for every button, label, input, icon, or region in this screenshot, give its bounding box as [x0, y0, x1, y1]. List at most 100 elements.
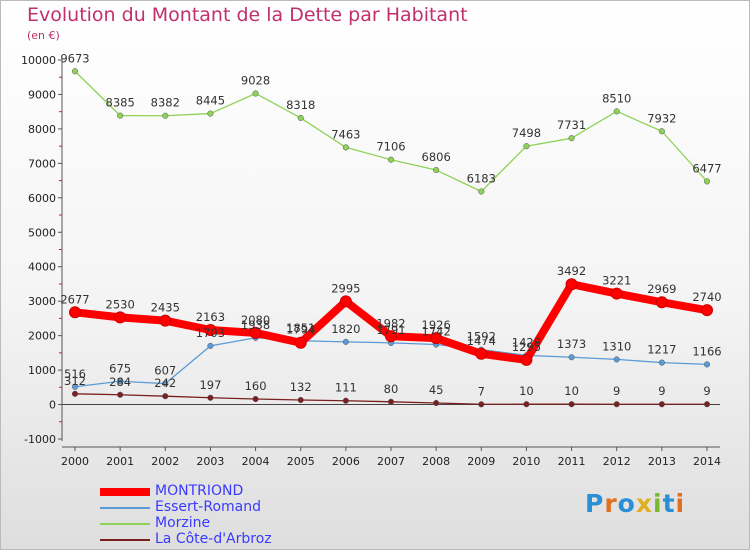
data-point: [565, 278, 578, 291]
data-label: 7: [478, 384, 485, 398]
data-label: 6477: [692, 161, 721, 175]
data-label: 2995: [331, 281, 360, 295]
data-point: [433, 166, 440, 174]
data-label: 8385: [106, 96, 135, 110]
data-label: 6806: [422, 150, 451, 164]
legend-swatch-montriond: [100, 488, 150, 496]
x-tick-label: 2007: [377, 455, 405, 468]
data-label: 1851: [286, 321, 315, 335]
data-point: [523, 401, 530, 408]
data-label: 160: [245, 379, 267, 393]
data-point: [162, 393, 169, 400]
data-point: [71, 390, 79, 397]
data-point: [117, 378, 124, 385]
data-label: 9673: [60, 51, 89, 65]
data-label: 312: [64, 374, 86, 388]
data-label: 1703: [196, 326, 225, 340]
legend-label-montriond: MONTRIOND: [155, 483, 244, 499]
y-tick-label: 6000: [28, 192, 56, 205]
data-label: 1428: [512, 335, 541, 349]
data-point: [117, 112, 124, 119]
proxiti-logo: Proxiti: [585, 489, 686, 518]
data-point: [703, 401, 711, 408]
data-label: 675: [109, 361, 131, 375]
data-label: 3492: [557, 264, 586, 278]
y-tick-label: 1000: [28, 364, 56, 377]
data-label: 2530: [106, 297, 135, 311]
data-point: [658, 401, 665, 408]
series-line-2: [74, 70, 708, 193]
y-tick-label: 4000: [28, 261, 56, 274]
data-point: [523, 143, 530, 150]
data-label: 7932: [647, 111, 676, 125]
data-label: 9: [703, 384, 710, 398]
x-tick-label: 2002: [151, 455, 179, 468]
data-label: 1474: [467, 334, 496, 348]
x-tick-label: 2003: [196, 455, 224, 468]
x-tick-label: 2008: [422, 455, 450, 468]
data-label: 1926: [422, 318, 451, 332]
data-point: [342, 338, 349, 345]
chart-title: Evolution du Montant de la Dette par Hab…: [27, 4, 468, 26]
data-point: [207, 342, 214, 349]
data-label: 1217: [647, 343, 676, 357]
data-label: 6183: [467, 172, 496, 186]
data-point: [385, 330, 397, 343]
x-tick-label: 2010: [512, 455, 540, 468]
data-point: [117, 391, 124, 398]
data-point: [252, 90, 259, 97]
data-label: 7106: [376, 140, 405, 154]
data-point: [475, 347, 488, 360]
data-point: [610, 287, 623, 300]
legend-label-morzine: Morzine: [155, 515, 211, 531]
y-tick-label: -1000: [24, 433, 56, 446]
x-tick-label: 2009: [467, 455, 495, 468]
x-tick-label: 2013: [648, 455, 676, 468]
data-point: [655, 296, 668, 309]
data-label: 2163: [196, 310, 225, 324]
data-label: 1295: [512, 340, 541, 354]
data-label: 9: [613, 384, 620, 398]
data-point: [703, 361, 711, 368]
data-point: [297, 396, 304, 404]
data-point: [703, 178, 711, 185]
data-label: 9: [658, 384, 665, 398]
data-label: 8318: [286, 98, 315, 112]
data-label: 1742: [422, 325, 451, 339]
data-label: 1794: [286, 323, 315, 337]
x-tick-label: 2005: [287, 455, 315, 468]
data-label: 1373: [557, 337, 586, 351]
data-label: 2080: [241, 313, 270, 327]
x-tick-label: 2004: [242, 455, 270, 468]
data-label: 1166: [692, 344, 721, 358]
data-point: [159, 314, 172, 327]
data-point: [387, 398, 395, 405]
data-label: 242: [154, 376, 176, 390]
data-label: 7463: [331, 127, 360, 141]
y-tick-label: 10000: [21, 54, 56, 67]
data-label: 284: [109, 375, 131, 389]
data-label: 10: [519, 384, 534, 398]
x-tick-label: 2001: [106, 455, 134, 468]
data-point: [297, 114, 304, 122]
x-tick-label: 2012: [603, 455, 631, 468]
chart-subtitle: (en €): [27, 29, 60, 42]
data-label: 1592: [467, 330, 496, 344]
data-point: [339, 295, 352, 308]
data-label: 80: [384, 382, 399, 396]
legend-swatch-essert-romand: [100, 507, 150, 509]
data-label: 2435: [151, 301, 180, 315]
data-point: [69, 306, 81, 319]
legend-swatch-la-cote-darbroz: [100, 539, 150, 541]
data-label: 9028: [241, 73, 270, 87]
data-label: 8510: [602, 91, 631, 105]
y-tick-label: 2000: [28, 330, 56, 343]
data-label: 3221: [602, 274, 631, 288]
data-point: [568, 135, 575, 142]
data-label: 45: [429, 383, 444, 397]
data-label: 132: [290, 380, 312, 394]
data-point: [433, 399, 440, 407]
data-point: [568, 401, 575, 408]
data-label: 7498: [512, 126, 541, 140]
